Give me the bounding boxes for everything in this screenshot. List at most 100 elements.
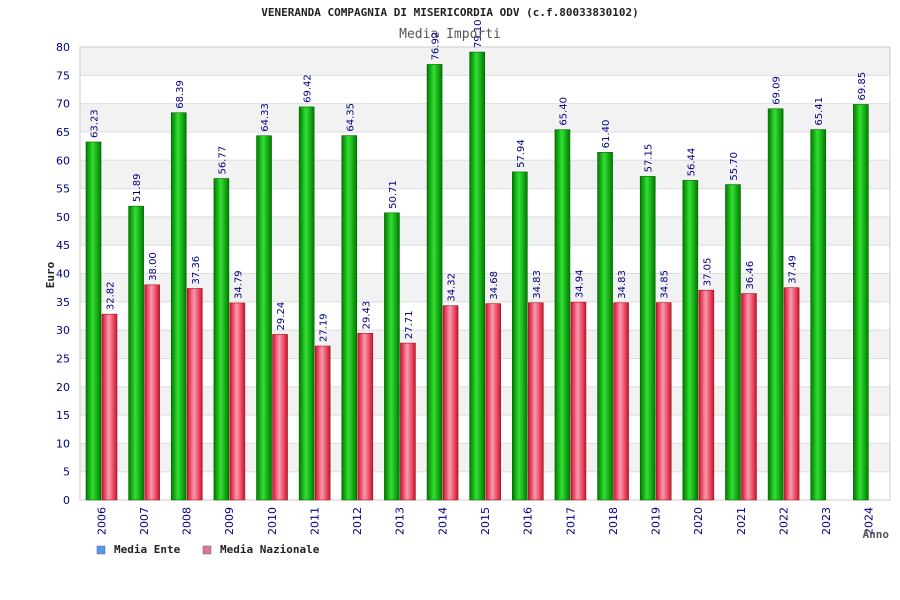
bar-nazionale (272, 334, 288, 501)
grid-band (80, 103, 890, 132)
bar-nazionale (655, 302, 672, 501)
grid-band (80, 47, 890, 76)
bar-ente (682, 180, 699, 501)
bar-ente (384, 212, 400, 501)
bar-ente (128, 205, 144, 501)
y-tick-label: 80 (56, 41, 70, 54)
bar-ente (853, 104, 869, 501)
data-label-ente: 50.71 (388, 180, 399, 209)
bar-nazionale (698, 289, 715, 501)
bar-ente (256, 135, 272, 501)
x-tick-label: 2009 (223, 507, 236, 535)
data-label-nazionale: 27.19 (319, 313, 330, 342)
data-label-nazionale: 34.32 (447, 273, 458, 302)
y-tick-label: 25 (56, 352, 70, 365)
x-tick-label: 2006 (95, 507, 108, 535)
bar-ente (170, 112, 187, 501)
plot-frame (79, 46, 891, 501)
bar-ente (512, 171, 528, 501)
grid-band (80, 131, 890, 161)
bar-nazionale (229, 302, 246, 501)
bar-nazionale (357, 333, 374, 501)
bar-ente (810, 129, 827, 501)
x-tick-label: 2012 (351, 507, 364, 535)
data-label-ente: 56.44 (686, 148, 697, 177)
bar-nazionale (485, 303, 501, 501)
data-label-ente: 68.39 (175, 80, 186, 109)
x-tick-label: 2007 (138, 507, 151, 535)
data-label-nazionale: 37.05 (702, 258, 713, 287)
bar-ente (298, 106, 315, 501)
y-tick-label: 30 (56, 324, 70, 337)
chart-title: VENERANDA COMPAGNIA DI MISERICORDIA ODV … (261, 6, 639, 19)
bar-ente (469, 51, 485, 501)
bar-nazionale (570, 301, 587, 501)
bar-nazionale (400, 342, 416, 501)
data-label-nazionale: 34.79 (233, 270, 244, 299)
x-tick-label: 2008 (181, 507, 194, 535)
data-label-nazionale: 37.49 (788, 255, 799, 284)
data-label-nazionale: 29.43 (361, 301, 372, 330)
data-label-ente: 69.42 (303, 74, 314, 103)
x-axis-ticks: 2006 2007 2008 2009 2010 2011 2012 2013 2014 2015… (95, 507, 875, 535)
x-tick-label: 2015 (479, 507, 492, 535)
x-tick-label: 2021 (735, 507, 748, 535)
data-label-ente: 65.40 (558, 97, 569, 126)
legend: Media Ente Media Nazionale (96, 543, 320, 556)
data-label-ente: 64.33 (260, 103, 271, 132)
bar-ente (597, 152, 613, 501)
y-tick-label: 55 (56, 183, 70, 196)
bar-ente (213, 178, 230, 501)
y-tick-label: 20 (56, 381, 70, 394)
bar-ente (426, 64, 443, 501)
data-label-nazionale: 37.36 (191, 256, 202, 285)
x-tick-label: 2016 (522, 507, 535, 535)
data-label-ente: 63.23 (90, 109, 101, 138)
bar-nazionale (314, 345, 331, 501)
bar-nazionale (741, 293, 757, 501)
y-tick-label: 75 (56, 69, 70, 82)
x-tick-label: 2024 (863, 507, 876, 535)
bar-ente (554, 129, 571, 501)
x-tick-label: 2020 (692, 507, 705, 535)
y-tick-label: 10 (56, 437, 70, 450)
bar-ente (725, 184, 741, 501)
y-tick-label: 70 (56, 98, 70, 111)
legend-swatch-nazionale (202, 545, 212, 555)
data-label-nazionale: 29.24 (276, 302, 287, 331)
bar-ente (85, 141, 102, 501)
data-label-ente: 61.40 (601, 120, 612, 149)
data-label-ente: 69.09 (772, 76, 783, 105)
y-tick-label: 35 (56, 296, 70, 309)
data-label-ente: 57.94 (516, 139, 527, 168)
x-tick-label: 2010 (266, 507, 279, 535)
data-label-nazionale: 32.82 (106, 282, 117, 311)
data-label-nazionale: 38.00 (148, 252, 159, 281)
data-label-ente: 51.89 (132, 174, 143, 203)
x-tick-label: 2011 (308, 507, 321, 535)
data-label-ente: 76.92 (431, 32, 442, 61)
bar-nazionale (144, 284, 160, 501)
x-tick-label: 2014 (436, 507, 449, 535)
data-label-nazionale: 34.94 (574, 270, 585, 299)
data-label-ente: 55.70 (729, 152, 740, 181)
x-axis-label: Anno (863, 528, 890, 541)
bar-nazionale (186, 288, 203, 501)
bars: 63.23 32.82 51.89 38.00 68.39 37.36 56.77 34.79… (85, 19, 869, 501)
data-label-nazionale: 34.68 (489, 271, 500, 300)
data-label-ente: 65.41 (814, 97, 825, 126)
y-tick-label: 5 (63, 466, 70, 479)
data-label-ente: 64.35 (345, 103, 356, 132)
bar-nazionale (783, 287, 800, 501)
y-tick-label: 50 (56, 211, 70, 224)
bar-ente (767, 108, 784, 501)
bar-ente (341, 135, 358, 501)
data-label-ente: 57.15 (644, 144, 655, 173)
y-axis-ticks: 0 5 10 15 20 25 30 35 40 45 50 55 60 65 70 75 80 (56, 41, 70, 507)
bar-ente (639, 176, 656, 501)
bar-nazionale (101, 313, 118, 501)
y-tick-label: 0 (63, 494, 70, 507)
x-tick-label: 2022 (777, 507, 790, 535)
y-tick-label: 60 (56, 154, 70, 167)
bar-nazionale (613, 302, 629, 501)
